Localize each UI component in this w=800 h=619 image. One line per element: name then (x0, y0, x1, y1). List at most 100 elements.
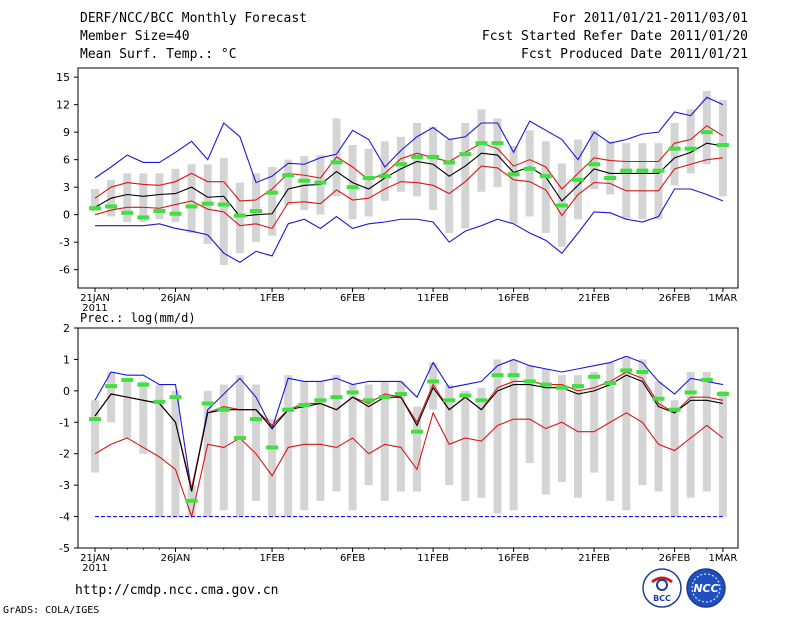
observed-marker (314, 398, 327, 403)
observed-marker (620, 368, 633, 373)
y-tick-label: -2 (59, 448, 70, 461)
spread-bar (284, 159, 293, 206)
observed-marker (604, 176, 617, 180)
observed-marker (684, 146, 697, 151)
y-tick-label: -5 (59, 542, 70, 555)
observed-marker (362, 398, 375, 403)
spread-bar (445, 384, 454, 486)
observed-marker (169, 211, 182, 216)
spread-bar (654, 381, 663, 492)
chart-panel-2: -5 -4 -3 -2 -1 0 1 2 21JAN 26JAN 1FEB 6FEB 11FEB 16FE… (59, 311, 739, 574)
spread-bar (139, 381, 148, 454)
observed-marker (411, 154, 423, 159)
spread-bar (252, 384, 260, 501)
observed-marker (604, 381, 617, 385)
spread-bar (686, 109, 695, 174)
observed-marker (620, 168, 633, 173)
x-tick-label: 16FEB (498, 293, 530, 304)
chart-panel-1: -6 -3 0 3 6 9 12 15 21JAN 26JAN 1FEB 6FEB 11FEB 16FEB… (56, 67, 739, 314)
y-tick-label: 0 (63, 385, 70, 398)
observed-marker (459, 393, 472, 398)
spread-bar (702, 372, 711, 492)
spread-bar (300, 156, 309, 211)
y-tick-label: 12 (56, 99, 70, 112)
observed-marker (378, 395, 391, 400)
spread-bar (155, 173, 164, 220)
spread-bar (268, 167, 277, 236)
spread-bar (509, 145, 518, 224)
x-tick-label: 11FEB (417, 293, 449, 304)
observed-marker (137, 215, 150, 220)
series-lower-line (94, 411, 724, 519)
x-tick-label: 6FEB (340, 553, 365, 564)
spread-bar (252, 173, 260, 243)
observed-marker (588, 374, 601, 379)
observed-marker (298, 178, 311, 183)
observed-marker (652, 168, 665, 173)
spread-bar (332, 375, 341, 492)
observed-marker (588, 162, 601, 167)
spread-bar (268, 419, 277, 517)
spread-bar (606, 362, 615, 501)
spread-bar (718, 100, 727, 197)
x-tick-label: 26FEB (659, 553, 691, 564)
spread-bar (445, 139, 454, 233)
spread-bar (123, 378, 132, 438)
y-tick-label: -1 (59, 416, 70, 429)
observed-marker (201, 201, 214, 206)
x-tick-label: 1MAR (709, 293, 738, 304)
spread-bar (574, 375, 582, 498)
observed-marker (394, 162, 407, 167)
observed-marker (169, 395, 182, 400)
spread-bar (91, 400, 99, 473)
spread-bar (284, 375, 293, 517)
spread-bar (525, 365, 534, 464)
observed-marker (282, 173, 295, 178)
series-upper-line (94, 125, 724, 202)
series-mean-line (94, 374, 724, 492)
observed-marker (394, 392, 407, 396)
observed-marker (266, 445, 279, 450)
spread-bar (557, 375, 566, 482)
y-tick-label: -3 (59, 236, 70, 249)
observed-marker (250, 417, 262, 422)
observed-marker (684, 390, 697, 395)
spread-bar (525, 130, 534, 217)
fcst-started-date: Fcst Started Refer Date 2011/01/20 (481, 29, 748, 44)
spread-bar (107, 372, 116, 423)
spread-bar (139, 173, 148, 222)
x-tick-label: 26JAN (161, 553, 191, 564)
observed-marker (185, 498, 198, 503)
observed-marker (89, 417, 101, 422)
observed-marker (700, 377, 713, 382)
observed-marker (700, 130, 713, 135)
spread-bar (590, 130, 599, 189)
x-tick-label: 11FEB (417, 553, 449, 564)
series-lower-line (94, 157, 723, 230)
x-tick-label: 21FEB (578, 293, 610, 304)
observed-marker (475, 141, 488, 146)
observed-marker (105, 204, 118, 209)
observed-marker (362, 176, 375, 180)
spread-bar (364, 148, 373, 217)
panel-title: Prec.: log(mm/d) (80, 311, 196, 325)
observed-marker (636, 370, 649, 374)
observed-marker (250, 209, 262, 213)
observed-marker (443, 398, 456, 403)
spread-bar (300, 381, 309, 511)
source-url[interactable]: http://cmdp.ncc.cma.gov.cn (75, 583, 279, 598)
observed-marker (668, 146, 681, 151)
x-tick-label: 21FEB (578, 553, 610, 564)
fcst-produced-date: Fcst Produced Date 2011/01/21 (521, 47, 748, 62)
spread-bar (622, 143, 631, 220)
observed-marker (475, 398, 488, 403)
spread-bar (429, 362, 438, 410)
y-tick-label: -6 (59, 264, 70, 277)
spread-bar (638, 143, 647, 220)
x-tick-label: 21JAN (80, 293, 110, 304)
observed-marker (266, 190, 279, 195)
observed-marker (233, 213, 246, 218)
observed-marker (185, 204, 198, 209)
y-tick-label: 2 (63, 322, 70, 335)
spread-bar (155, 384, 164, 517)
